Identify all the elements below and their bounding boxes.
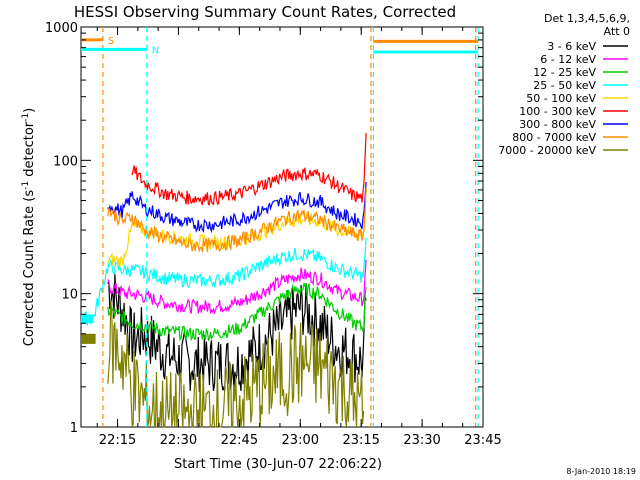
- chart-title: HESSI Observing Summary Count Rates, Cor…: [74, 3, 456, 21]
- x-tick-label: 23:15: [342, 433, 379, 448]
- flag-label: S: [108, 36, 114, 47]
- legend-label: 12 - 25 keV: [533, 66, 596, 79]
- series-line: [107, 187, 367, 253]
- y-tick-label: 1000: [45, 21, 78, 36]
- x-axis: 22:15 22:30 22:45 23:00 23:15 23:30 23:45: [96, 27, 502, 448]
- y-axis-label-part: detector: [22, 121, 37, 181]
- legend-label: 6 - 12 keV: [540, 53, 596, 66]
- y-tick-label: 10: [61, 288, 78, 303]
- x-tick-label: 22:15: [99, 433, 136, 448]
- legend-label: 300 - 800 keV: [519, 118, 596, 131]
- flag-label: N: [152, 45, 159, 56]
- segment-block: [81, 314, 94, 324]
- y-tick-label: 100: [53, 154, 78, 169]
- legend-label: 800 - 7000 keV: [512, 131, 596, 144]
- series-line: [131, 132, 367, 206]
- x-tick-label: 22:45: [221, 433, 258, 448]
- legend-label: 100 - 300 keV: [519, 105, 596, 118]
- y-axis-label-part: ): [22, 108, 37, 113]
- legend-label: 7000 - 20000 keV: [498, 144, 596, 157]
- legend-label: 50 - 100 keV: [526, 92, 596, 105]
- x-tick-label: 23:00: [282, 433, 319, 448]
- x-tick-label: 22:30: [160, 433, 197, 448]
- legend-header: Att 0: [604, 25, 630, 38]
- legend-header: Det 1,3,4,5,6,9,: [544, 12, 630, 25]
- series-layer: [80, 132, 367, 429]
- x-tick-label: 23:30: [403, 433, 440, 448]
- series-line: [107, 282, 367, 342]
- y-axis-label-part: -1: [21, 113, 31, 122]
- x-tick-label: 23:45: [464, 433, 501, 448]
- annotation-layer: SN: [81, 27, 479, 427]
- y-axis-label-part: Corrected Count Rate (s: [22, 190, 37, 347]
- series-line: [107, 259, 367, 315]
- legend-label: 25 - 50 keV: [533, 79, 596, 92]
- segment-block: [81, 333, 96, 344]
- series-line: [107, 181, 367, 234]
- y-axis-label: Corrected Count Rate (s-1 detector-1): [21, 108, 37, 346]
- y-axis: 1 10 100 1000: [45, 21, 483, 436]
- legend-label: 3 - 6 keV: [547, 40, 596, 53]
- series-line: [107, 274, 367, 392]
- y-tick-label: 1: [70, 421, 78, 436]
- footer-timestamp: 8-Jan-2010 18:19: [566, 467, 636, 476]
- x-axis-label: Start Time (30-Jun-07 22:06:22): [174, 457, 382, 472]
- plot-frame: [80, 26, 484, 428]
- y-axis-label-part: -1: [21, 181, 31, 190]
- series-line: [80, 237, 367, 326]
- series-line: [107, 300, 365, 429]
